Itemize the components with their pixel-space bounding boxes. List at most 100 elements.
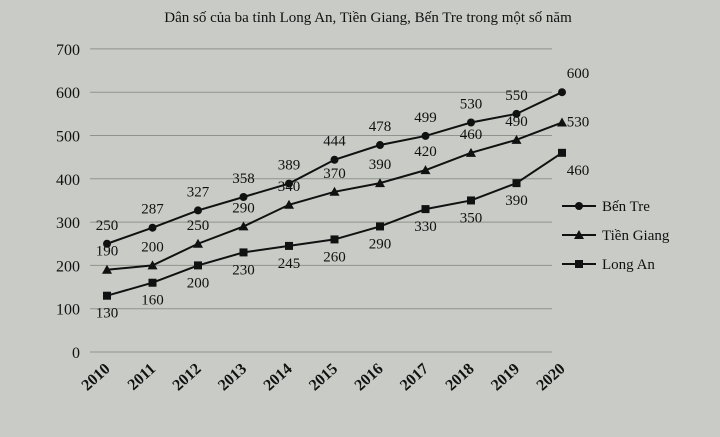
data-label: 499 [414,110,437,126]
data-point [558,88,566,97]
data-label: 260 [323,249,346,265]
data-label: 250 [96,218,119,234]
data-point [467,118,475,127]
data-point [148,223,157,232]
data-point [239,192,248,201]
y-tick-label: 600 [56,85,80,102]
data-point [194,206,202,215]
x-axis-ticks: 2010 2011 2012 2013 2014 2015 2016 2017 2018 2019… [79,360,569,394]
data-label: 358 [232,171,255,187]
data-label: 490 [505,114,528,130]
data-point [239,248,248,257]
data-point [285,179,293,188]
data-label: 389 [278,158,301,174]
data-point [558,148,566,157]
data-point [193,238,203,248]
x-tick-label: 2014 [261,360,296,394]
data-label: 550 [505,88,528,104]
legend-marker [575,202,583,210]
data-label: 160 [141,293,164,309]
legend-item: Bến Tre [562,199,650,215]
x-tick-label: 2017 [397,360,432,394]
x-tick-label: 2020 [534,360,569,394]
legend-marker [575,260,583,268]
data-label: 460 [460,127,483,143]
data-label: 200 [187,275,210,291]
y-tick-label: 500 [56,129,80,146]
data-label: 390 [369,157,392,173]
data-label: 600 [567,66,590,82]
x-tick-label: 2013 [215,360,250,394]
x-tick-label: 2016 [352,360,387,394]
data-label: 250 [187,218,210,234]
data-label: 330 [414,219,437,235]
data-label: 420 [414,144,437,160]
data-point [330,235,339,244]
data-point [376,141,384,150]
y-tick-label: 700 [56,42,80,59]
data-label: 290 [369,236,392,252]
data-label: 230 [232,262,255,278]
legend-item: Tiền Giang [562,228,670,244]
data-point [194,261,202,270]
data-point [102,264,112,274]
data-point [329,186,340,196]
legend-label: Tiền Giang [602,228,670,244]
data-point [103,291,111,300]
x-tick-label: 2012 [170,360,205,394]
x-tick-label: 2011 [125,360,160,393]
legend-marker [574,230,584,239]
data-point [557,117,567,127]
x-tick-label: 2018 [443,360,478,394]
data-point [376,222,384,231]
data-point [420,165,431,175]
data-point [238,221,249,231]
series-long-an: 130 160 200 230 245 260 290 330 350 390 460 [96,148,590,322]
chart-title: Dân số của ba tỉnh Long An, Tiền Giang, … [164,10,572,26]
data-point [421,205,430,214]
data-label: 327 [187,184,210,200]
legend-label: Bến Tre [602,199,650,215]
data-label: 530 [460,97,483,113]
y-axis-ticks: 0 100 200 300 400 500 600 700 [56,42,80,362]
data-label: 350 [460,210,483,226]
data-point [103,239,111,248]
data-point [512,109,521,118]
y-tick-label: 0 [72,345,80,362]
data-point [466,147,476,157]
data-point [512,179,521,188]
y-tick-label: 200 [56,258,80,275]
data-label: 444 [323,134,346,150]
x-tick-label: 2010 [79,360,114,394]
data-point [330,155,339,164]
data-point [284,199,294,209]
data-point [285,241,293,250]
data-point [148,278,157,287]
data-point [421,131,430,140]
series-ben-tre: 250 287 327 358 389 444 478 499 530 550 600 [96,66,590,248]
data-label: 200 [141,239,164,255]
data-point [511,134,522,144]
legend-item: Long An [562,257,655,273]
y-tick-label: 100 [56,302,80,319]
legend-label: Long An [602,257,655,273]
data-label: 530 [567,115,590,131]
x-tick-label: 2019 [488,360,523,394]
y-tick-label: 400 [56,172,80,189]
data-label: 460 [567,163,590,179]
data-label: 390 [505,193,528,209]
data-label: 287 [141,202,164,218]
data-label: 290 [232,200,255,216]
data-point [467,196,475,205]
series-tien-giang: 190 200 250 290 340 370 390 420 460 490 530 [96,114,590,274]
data-label: 370 [323,166,346,182]
data-label: 190 [96,244,119,260]
data-label: 245 [278,256,301,272]
x-tick-label: 2015 [306,360,341,394]
data-label: 340 [278,179,301,195]
data-label: 478 [369,119,392,135]
data-label: 130 [96,306,119,322]
